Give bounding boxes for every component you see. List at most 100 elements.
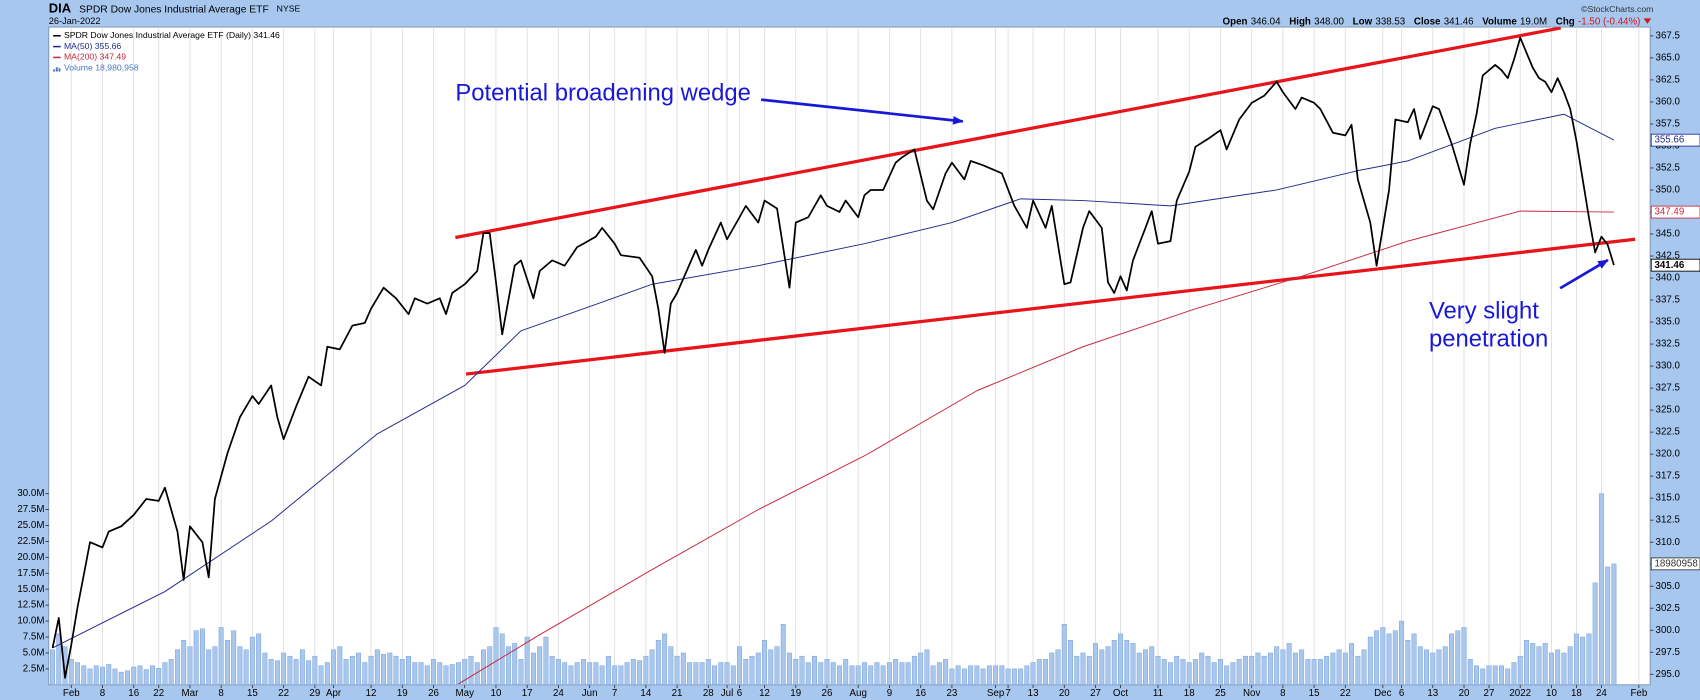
volume-bar	[162, 662, 168, 685]
volume-bar	[281, 652, 287, 685]
x-tick-label: 8	[100, 688, 105, 699]
volume-bar	[1080, 652, 1086, 685]
volume-tick-label: 30.0M	[17, 488, 44, 499]
volume-bar	[156, 668, 162, 685]
volume-bar	[1367, 636, 1373, 685]
x-tick-label: 6	[737, 688, 742, 699]
volume-bar	[930, 665, 936, 685]
volume-bar	[424, 665, 430, 685]
x-tick-label: Apr	[326, 688, 342, 699]
date: 26-Jan-2022	[49, 16, 101, 26]
volume-bar	[374, 649, 380, 685]
legend-swatch	[58, 68, 61, 72]
volume-bar	[1330, 652, 1336, 685]
volume-bar	[199, 628, 205, 685]
volume-bar	[680, 652, 686, 685]
volume-bar	[668, 646, 674, 685]
volume-bar	[1267, 652, 1273, 685]
x-tick-label: 16	[128, 688, 139, 699]
x-tick-label: 20	[1459, 688, 1470, 699]
volume-bar	[1442, 646, 1448, 685]
volume-bar	[1186, 662, 1192, 685]
x-tick-label: 9	[887, 688, 892, 699]
volume-bar	[1299, 649, 1305, 685]
volume-bar	[1180, 659, 1186, 685]
volume-bar	[793, 659, 799, 685]
y-tick-label: 320.0	[1656, 449, 1681, 460]
volume-bar	[824, 659, 830, 685]
exchange: NYSE	[277, 4, 301, 14]
x-tick-label: Aug	[850, 688, 867, 699]
volume-bar	[287, 655, 293, 685]
volume-bar	[643, 655, 649, 685]
volume-bar	[530, 652, 536, 685]
volume-bar	[855, 665, 861, 685]
volume-bar	[580, 659, 586, 685]
volume-bar	[599, 665, 605, 685]
volume-bar	[412, 662, 418, 685]
volume-bar	[1436, 649, 1442, 685]
x-tick-label: 7	[612, 688, 617, 699]
quote: Open 346.04 High 348.00 Low 338.53 Close 341.46…	[1223, 16, 1641, 27]
volume-bar	[1011, 668, 1017, 685]
x-tick-label: 8	[1280, 688, 1285, 699]
volume-bar	[399, 659, 405, 685]
y-tick-label: 302.5	[1656, 603, 1681, 614]
volume-bar	[649, 649, 655, 685]
volume-bar	[312, 655, 318, 685]
volume-bar	[699, 662, 705, 685]
x-tick-label: 14	[640, 688, 651, 699]
x-tick-label: Sep	[987, 688, 1005, 699]
volume-bar	[1361, 649, 1367, 685]
volume-bar	[125, 670, 130, 685]
volume-bar	[131, 666, 137, 685]
x-tick-label: 11	[1153, 688, 1163, 699]
volume-bar	[1611, 563, 1617, 685]
x-tick-label: 2022	[1509, 688, 1531, 699]
volume-bar	[999, 665, 1005, 685]
volume-bar	[880, 665, 886, 685]
volume-bar	[262, 652, 268, 685]
volume-bar	[143, 669, 149, 685]
volume-bar	[337, 646, 343, 685]
moving-average	[52, 113, 1615, 649]
volume-bar	[1605, 566, 1611, 685]
volume-bar	[137, 665, 143, 685]
volume-bar	[1305, 659, 1311, 685]
volume-bar	[1068, 639, 1074, 685]
volume-bar	[836, 665, 842, 685]
volume-bar	[1086, 655, 1092, 685]
volume-bar	[218, 627, 224, 685]
x-tick-label: 20	[1059, 688, 1070, 699]
volume-bar	[1236, 659, 1242, 685]
volume-bar	[393, 655, 399, 685]
x-tick-label: 29	[309, 688, 320, 699]
volume-bar	[368, 655, 374, 685]
y-tick-label: 352.5	[1656, 163, 1681, 174]
x-tick-label: 21	[672, 688, 683, 699]
volume-bar	[224, 639, 230, 685]
volume-bar	[1592, 582, 1598, 685]
volume-bar	[818, 662, 824, 685]
volume-bar	[1392, 630, 1398, 685]
volume-bar	[112, 668, 118, 685]
x-tick-label: 15	[247, 688, 258, 699]
y-tick-label: 367.5	[1656, 30, 1681, 41]
volume-bar	[955, 665, 961, 685]
x-tick-label: 27	[1484, 688, 1495, 699]
volume-bar	[306, 660, 312, 685]
x-tick-label: May	[456, 688, 475, 699]
down-icon	[1643, 18, 1652, 24]
volume-bar	[674, 655, 680, 685]
volume-bar	[1280, 649, 1286, 685]
volume-tick-label: 15.0M	[17, 584, 44, 595]
volume-bar	[1249, 655, 1255, 685]
legend-label: MA(200) 347.49	[64, 52, 126, 62]
volume-bar	[1261, 655, 1267, 685]
volume-bar	[749, 655, 755, 685]
volume-bar	[849, 665, 855, 685]
volume-bar	[737, 646, 743, 685]
volume-bar	[493, 627, 499, 685]
annotation: penetration	[1429, 326, 1548, 353]
volume-bar	[437, 662, 443, 685]
